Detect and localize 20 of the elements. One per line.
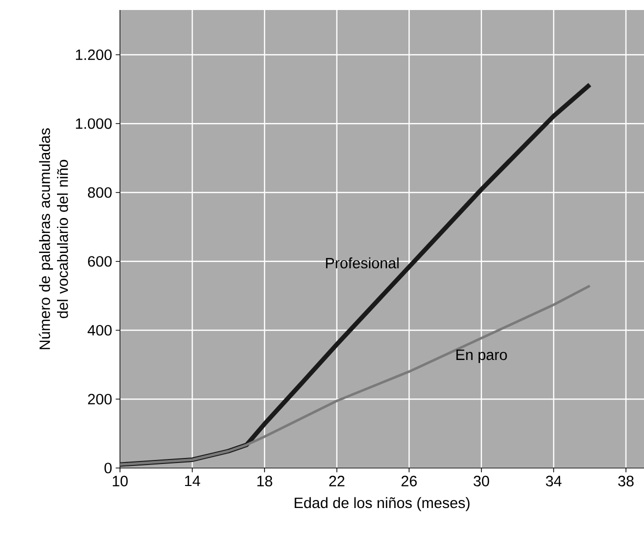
series-label: En paro (456, 350, 507, 364)
x-tick-label: 10 (112, 476, 128, 486)
x-tick-label: 14 (185, 476, 200, 486)
x-tick-label: 38 (618, 476, 634, 486)
x-tick-label: 18 (257, 476, 272, 486)
line-series (118, 284, 592, 466)
x-tick-label: 34 (546, 476, 562, 486)
x-tick-label: 22 (329, 476, 344, 486)
x-tick-label: 26 (402, 476, 417, 486)
x-axis-title: Edad de los niños (meses) (294, 497, 470, 512)
y-tick-label: 800 (88, 187, 112, 198)
x-tick-label: 30 (474, 476, 490, 486)
y-tick-label: 400 (88, 324, 112, 336)
y-tick-label: 200 (88, 394, 112, 404)
y-tick-label: 600 (88, 256, 112, 267)
y-tick-label: 0 (104, 462, 112, 474)
y-tick-label: 1.200 (76, 49, 112, 60)
y-axis-title: Número de palabras acumuladas del vocabulario del niño (38, 128, 68, 350)
series-label: Profesional (326, 257, 399, 268)
y-tick-label: 1.000 (76, 118, 112, 129)
